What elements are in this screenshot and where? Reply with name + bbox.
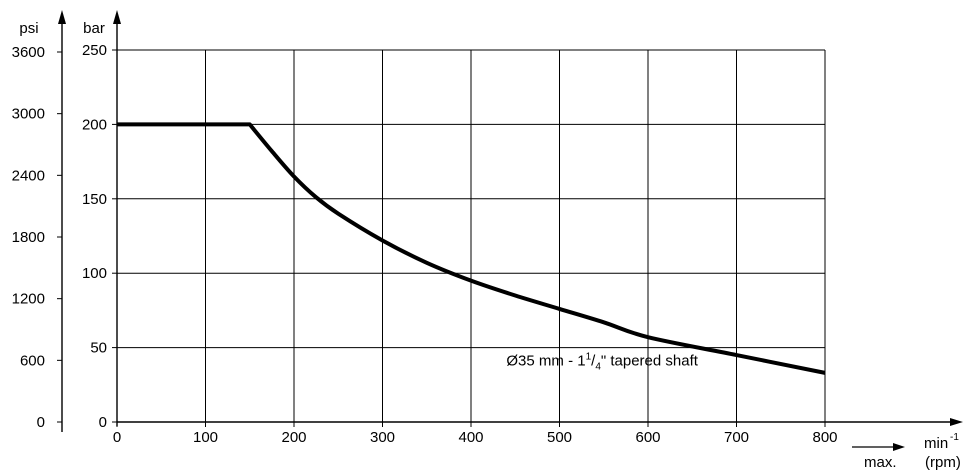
bar-tick-label: 0 [99,414,107,431]
psi-tick-label: 600 [20,352,45,369]
x-axis-unit: min [924,435,948,452]
x-tick-label: 300 [370,429,395,446]
annotation-slash: / [591,352,596,369]
bar-tick-label: 200 [82,116,107,133]
x-tick-label: 500 [547,429,572,446]
psi-axis-label: psi [19,20,38,37]
x-axis-ticks: 0 100 200 300 400 500 600 700 800 [113,422,838,446]
psi-tick-label: 2400 [12,167,45,184]
x-tick-label: 200 [281,429,306,446]
annotation-main: Ø35 mm - 1 [506,352,585,369]
x-axis-rpm-label: (rpm) [925,454,961,471]
annotation-sup: 1 [586,351,592,362]
psi-tick-label: 3000 [12,106,45,123]
annotation-rest: " tapered shaft [601,352,699,369]
x-axis-unit-label: min -1 (rpm) max. [852,432,961,471]
x-tick-label: 800 [812,429,837,446]
axes [58,10,963,432]
x-tick-label: 400 [458,429,483,446]
shaft-annotation: Ø35 mm - 11/4" tapered shaft [506,351,698,372]
bar-tick-label: 100 [82,265,107,282]
bar-axis-arrow-icon [113,10,121,24]
psi-axis-arrow-icon [58,10,66,24]
x-tick-label: 700 [724,429,749,446]
bar-axis-ticks: 0 50 100 150 200 250 [82,42,117,431]
x-tick-label: 600 [635,429,660,446]
x-tick-label: 0 [113,429,121,446]
x-tick-label: 100 [193,429,218,446]
bar-axis-label: bar [83,20,105,37]
bar-tick-label: 150 [82,191,107,208]
series-line [117,122,826,375]
grid [117,49,826,422]
bar-tick-label: 250 [82,42,107,59]
speed-arrow-icon [852,443,905,451]
psi-tick-label: 3600 [12,44,45,61]
x-axis-unit-exponent: -1 [950,432,959,443]
bar-tick-label: 50 [90,340,107,357]
psi-axis-ticks: 0 600 1200 1800 2400 3000 3600 [12,44,62,431]
psi-tick-label: 1800 [12,229,45,246]
x-axis-max-label: max. [864,454,897,471]
x-axis-arrow-icon [950,418,963,426]
psi-tick-label: 0 [37,414,45,431]
psi-tick-label: 1200 [12,291,45,308]
annotation-sub: 4 [595,361,601,372]
